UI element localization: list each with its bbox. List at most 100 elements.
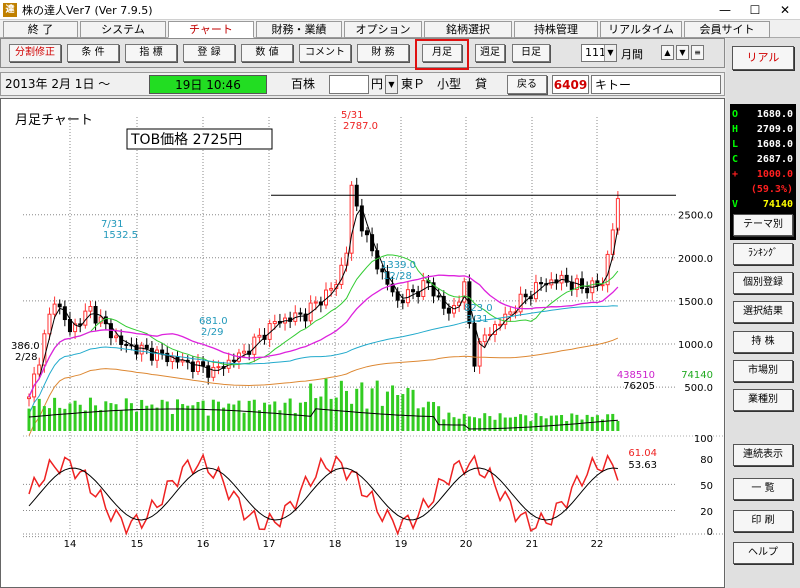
menu-stock-select[interactable]: 銘柄選択 <box>424 21 512 38</box>
print-button[interactable]: 印 刷 <box>733 510 793 532</box>
list-button[interactable]: 一 覧 <box>733 478 793 500</box>
quote-change: +1000.0 <box>732 169 793 180</box>
candle-body <box>73 323 78 333</box>
candle-body <box>114 335 119 339</box>
volume-bar <box>391 385 395 431</box>
continuous-display-button[interactable]: 連続表示 <box>733 444 793 466</box>
register-button[interactable]: 登 録 <box>183 44 235 62</box>
volume-bar <box>196 401 200 431</box>
minimize-button[interactable]: — <box>719 3 731 17</box>
volume-bar <box>375 380 379 431</box>
monthly-button[interactable]: 月足 <box>422 44 462 62</box>
volume-label-current: 74140 <box>681 370 713 381</box>
volume-bar <box>268 404 272 431</box>
volume-bar <box>145 405 149 431</box>
individual-register-button[interactable]: 個別登録 <box>733 272 793 294</box>
chevron-down-icon[interactable]: ▼ <box>604 45 616 61</box>
candle-body <box>298 312 303 315</box>
volume-bar <box>124 398 128 431</box>
candle-body <box>165 352 170 363</box>
ma-80-line <box>28 337 619 436</box>
x-tick-label: 20 <box>460 539 473 550</box>
candle-body <box>364 230 369 236</box>
stock-code[interactable]: 6409 <box>552 75 589 94</box>
volume-bar <box>78 404 82 431</box>
candle-body <box>42 333 47 366</box>
callout-value: 386.0 <box>11 341 40 352</box>
menu-icon[interactable]: ≡ <box>691 45 704 60</box>
candle-body <box>585 287 590 294</box>
volume-label-ma: 76205 <box>623 381 655 392</box>
window-title: 株の達人Ver7 (Ver 7.9.5) <box>22 3 153 17</box>
chart-panel[interactable]: 2500.0 2000.0 1500.0 1000.0 500.0 TOB価格 2725円… <box>0 98 725 588</box>
menu-holdings[interactable]: 持株管理 <box>514 21 598 38</box>
conditions-button[interactable]: 条 件 <box>67 44 119 62</box>
menu-system[interactable]: システム <box>80 21 166 38</box>
weekly-button[interactable]: 週足 <box>475 44 505 62</box>
finance-button[interactable]: 財 務 <box>357 44 409 62</box>
volume-bar <box>257 410 261 431</box>
price-unit: 円 <box>371 77 384 91</box>
menu-options[interactable]: オプション <box>344 21 422 38</box>
candle-body <box>93 305 98 324</box>
holdings-button[interactable]: 持 株 <box>733 331 793 353</box>
volume-bar <box>447 412 451 431</box>
candle-body <box>411 289 416 293</box>
menu-financials[interactable]: 財務・業績 <box>256 21 342 38</box>
quote-close: C 2687.0 <box>732 154 793 165</box>
candle-body <box>67 319 72 333</box>
by-market-button[interactable]: 市場別 <box>733 360 793 382</box>
menu-chart[interactable]: チャート <box>168 21 254 38</box>
volume-bar <box>462 413 466 431</box>
volume-bar <box>580 419 584 431</box>
volume-bar <box>68 403 72 431</box>
monthly-chart[interactable]: 2500.0 2000.0 1500.0 1000.0 500.0 TOB価格 2725円… <box>1 99 724 587</box>
period-count-value: 111 <box>585 46 606 59</box>
price-tick-label: 1000.0 <box>678 340 713 351</box>
volume-bar <box>616 420 620 431</box>
x-tick-label: 19 <box>395 539 408 550</box>
volume-bar <box>411 389 415 431</box>
candle-body <box>400 299 405 304</box>
volume-bar <box>47 408 51 431</box>
back-button[interactable]: 戻る <box>507 75 547 94</box>
menu-member-site[interactable]: 会員サイト <box>684 21 770 38</box>
help-button[interactable]: ヘルプ <box>733 542 793 564</box>
split-adjust-button[interactable]: 分割修正 <box>9 44 61 62</box>
candle-body <box>37 364 42 375</box>
menu-realtime[interactable]: リアルタイム <box>600 21 682 38</box>
indicators-button[interactable]: 指 標 <box>125 44 177 62</box>
volume-bar <box>406 387 410 431</box>
daily-button[interactable]: 日足 <box>512 44 550 62</box>
selection-result-button[interactable]: 選択結果 <box>733 301 793 323</box>
candle-body <box>539 282 544 285</box>
candle-body <box>231 359 236 362</box>
scroll-down-button[interactable]: ▼ <box>676 45 689 60</box>
volume-bar <box>350 403 354 431</box>
price-input[interactable] <box>329 75 369 94</box>
theme-button[interactable]: テーマ別 <box>733 214 793 236</box>
candle-body <box>533 282 538 300</box>
realtime-button[interactable]: リアル <box>732 46 794 70</box>
candle-body <box>313 301 318 304</box>
close-button[interactable]: ✕ <box>779 3 791 17</box>
stock-name: キトー <box>591 75 721 94</box>
ranking-button[interactable]: ﾗﾝｷﾝｸﾞ <box>733 243 793 265</box>
chevron-down-icon[interactable]: ▼ <box>385 75 398 94</box>
by-sector-button[interactable]: 業種別 <box>733 389 793 411</box>
maximize-button[interactable]: ☐ <box>749 3 761 17</box>
callout-date: 2/28 <box>15 352 37 363</box>
volume-bar <box>324 378 328 431</box>
volume-bar <box>421 407 425 431</box>
period-count-select[interactable]: 111 ▼ <box>581 44 617 62</box>
values-button[interactable]: 数 値 <box>241 44 293 62</box>
text-layer: 2500.0 2000.0 1500.0 1000.0 500.0 TOB価格 2725円… <box>11 110 713 550</box>
callout-value: 1339.0 <box>381 260 416 271</box>
menu-exit[interactable]: 終 了 <box>3 21 78 38</box>
volume-bar <box>554 415 558 431</box>
volume-bar <box>109 403 113 431</box>
comment-button[interactable]: コメント <box>299 44 351 62</box>
scroll-up-button[interactable]: ▲ <box>661 45 674 60</box>
volume-bar <box>129 403 133 431</box>
volume-bar <box>483 413 487 431</box>
